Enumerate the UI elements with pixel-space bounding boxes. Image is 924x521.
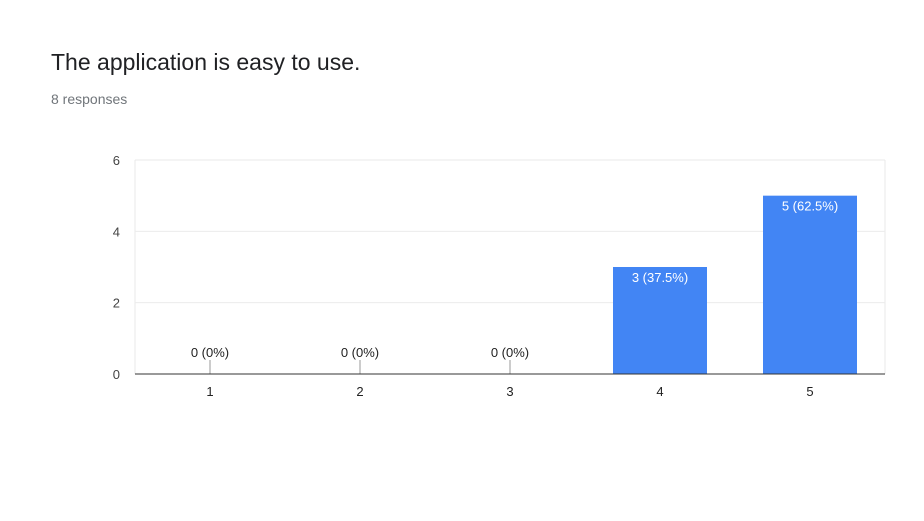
x-tick-label: 2 <box>356 384 363 399</box>
x-tick-label: 1 <box>206 384 213 399</box>
data-label: 3 (37.5%) <box>632 270 688 285</box>
question-title: The application is easy to use. <box>51 49 361 75</box>
data-label: 0 (0%) <box>341 345 379 360</box>
x-tick-label: 3 <box>506 384 513 399</box>
y-tick-label: 4 <box>113 224 120 239</box>
bar <box>763 195 857 374</box>
data-label: 0 (0%) <box>491 345 529 360</box>
y-tick-label: 6 <box>113 153 120 168</box>
bar <box>613 267 707 374</box>
response-count: 8 responses <box>51 91 128 107</box>
y-tick-label: 2 <box>113 296 120 311</box>
y-tick-label: 0 <box>113 367 120 382</box>
data-label: 5 (62.5%) <box>782 199 838 214</box>
x-tick-label: 5 <box>806 384 813 399</box>
data-label: 0 (0%) <box>191 345 229 360</box>
x-tick-label: 4 <box>656 384 663 399</box>
